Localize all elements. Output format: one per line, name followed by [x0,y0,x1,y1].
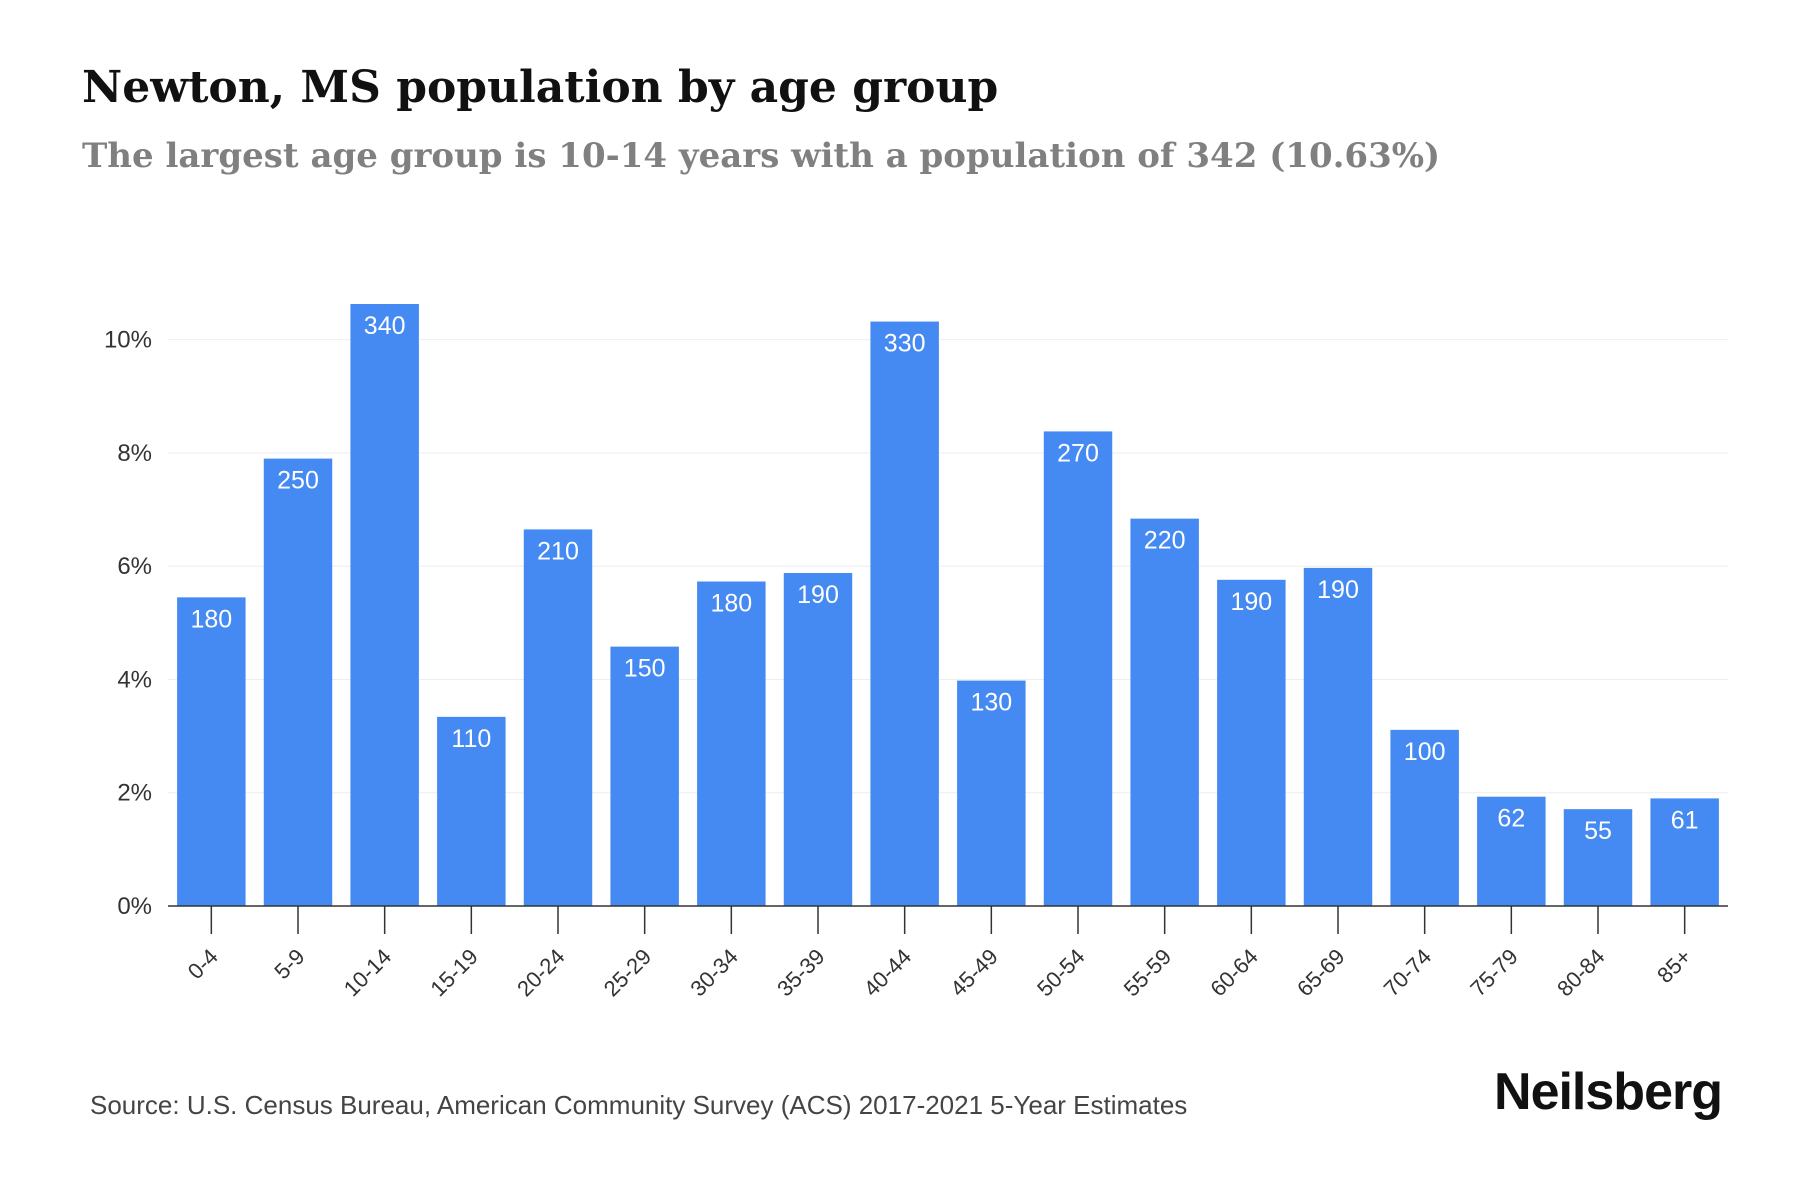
bar [1303,567,1373,906]
x-tick-label: 40-44 [859,944,916,1001]
x-axis-labels: 0-4 5-9 10-14 15-19 20-24 25-29 30-34 35-39 40-4… [183,944,1696,1001]
bar-value-label: 220 [1144,527,1186,555]
bar-value-label: 330 [884,330,926,358]
bar-value-label: 100 [1404,738,1446,766]
bars [177,304,1719,906]
bar [1650,798,1719,906]
bar [1130,518,1199,906]
bar-chart: 0% 2% 4% 6% 8% 10% 180 250 340 110 210 150 180 190 33… [104,304,1728,1001]
bar [697,581,766,906]
brand-logo: Neilsberg [1494,1063,1723,1121]
x-tick-label: 5-9 [269,944,309,984]
bar-value-label: 340 [364,312,406,340]
x-tick-label: 0-4 [183,944,223,984]
x-axis-ticks [210,906,1686,934]
y-tick-label: 10% [104,327,152,354]
y-tick-label: 4% [117,666,152,693]
x-tick-label: 10-14 [339,944,396,1001]
x-tick-label: 60-64 [1205,944,1262,1001]
bar-value-label: 110 [451,725,491,753]
x-tick-label: 80-84 [1552,944,1609,1001]
bar-value-label: 150 [624,655,666,683]
x-tick-label: 50-54 [1032,944,1089,1001]
y-tick-label: 2% [117,780,152,807]
bar [783,573,853,906]
x-tick-label: 55-59 [1119,944,1176,1001]
bar-value-label: 210 [537,537,579,565]
chart-subtitle: The largest age group is 10-14 years wit… [82,136,1441,176]
bar [1563,809,1633,906]
bar [1477,796,1546,906]
source-note: Source: U.S. Census Bureau, American Com… [90,1090,1188,1120]
bar-value-label: 180 [190,605,232,633]
bar-value-label: 61 [1671,806,1699,834]
bar [523,529,593,906]
bar-value-label: 190 [1230,588,1272,616]
bar-value-label: 250 [277,467,319,495]
bar [263,458,333,906]
bar [870,321,939,906]
y-axis-labels: 0% 2% 4% 6% 8% 10% [104,327,152,920]
chart-title: Newton, MS population by age group [82,62,999,113]
bar [437,716,506,906]
x-tick-label: 70-74 [1379,944,1436,1001]
bar-value-label: 55 [1584,817,1612,845]
x-tick-label: 85+ [1652,944,1696,988]
x-tick-label: 25-29 [599,944,656,1001]
bar [177,597,246,906]
bar [1217,579,1286,906]
y-tick-label: 8% [117,440,152,467]
x-tick-label: 45-49 [945,944,1002,1001]
y-tick-label: 6% [117,553,152,580]
bar [1390,729,1459,906]
x-tick-label: 15-19 [425,944,482,1001]
bar-value-label: 190 [1317,576,1359,604]
bar-value-label: 180 [710,589,752,617]
bar [350,304,419,906]
bar-value-label: 270 [1057,439,1099,467]
bar-value-label: 190 [797,581,839,609]
y-tick-label: 0% [117,893,152,920]
bar [957,680,1026,906]
bar-value-labels: 180 250 340 110 210 150 180 190 330 130 270 220 190 1… [190,312,1698,845]
bar-value-label: 130 [970,689,1012,717]
x-tick-label: 75-79 [1465,944,1522,1001]
x-tick-label: 20-24 [512,944,569,1001]
bar [610,646,679,906]
gridlines [168,339,1728,794]
x-tick-label: 35-39 [772,944,829,1001]
x-tick-label: 65-69 [1292,944,1349,1001]
bar-value-label: 62 [1497,805,1525,833]
x-tick-label: 30-34 [685,944,742,1001]
bar [1043,431,1113,906]
